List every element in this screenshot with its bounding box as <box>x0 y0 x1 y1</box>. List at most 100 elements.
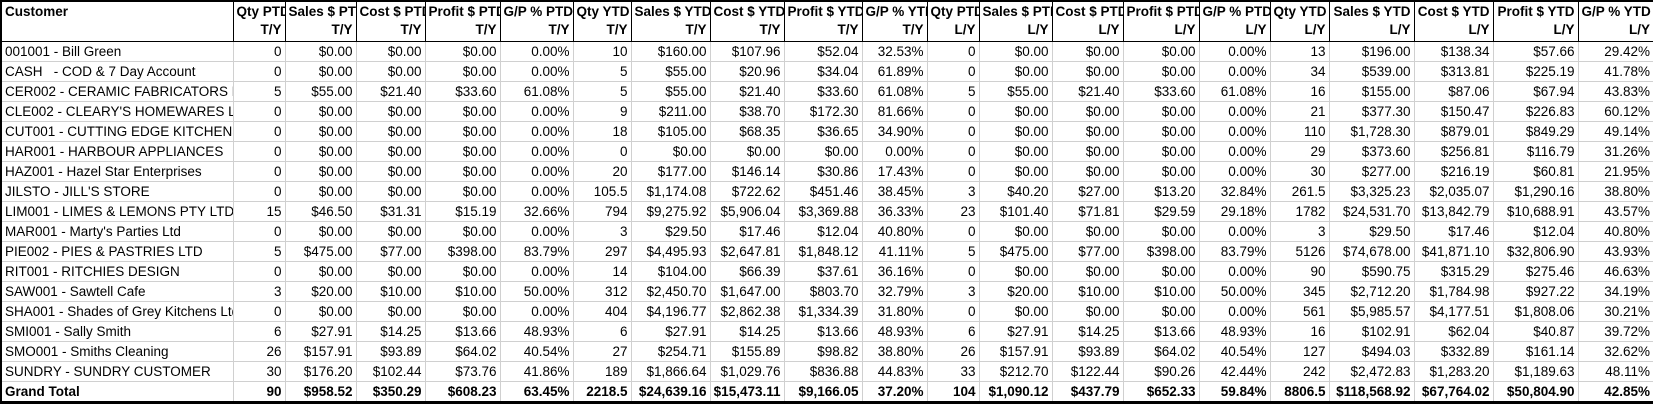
value-cell[interactable]: $33.60 <box>784 81 863 102</box>
value-cell[interactable]: $13,842.79 <box>1414 201 1494 222</box>
value-cell[interactable]: 0.00% <box>500 141 574 162</box>
value-cell[interactable]: 0 <box>927 261 980 282</box>
value-cell[interactable]: $172.30 <box>784 101 863 122</box>
value-cell[interactable]: $0.00 <box>1123 41 1200 62</box>
value-cell[interactable]: 38.80% <box>1578 181 1653 202</box>
value-cell[interactable]: 32.66% <box>500 201 574 222</box>
value-cell[interactable]: $13.66 <box>425 321 501 342</box>
value-cell[interactable]: $216.19 <box>1414 161 1494 182</box>
value-cell[interactable]: $71.81 <box>1052 201 1124 222</box>
value-cell[interactable]: 40.80% <box>1578 221 1653 242</box>
customer-cell[interactable]: RIT001 - RITCHIES DESIGN <box>1 261 234 282</box>
value-cell[interactable]: 0.00% <box>1199 121 1271 142</box>
column-header[interactable]: Sales $ YTD L/Y <box>1329 1 1415 42</box>
value-cell[interactable]: 29.18% <box>1199 201 1271 222</box>
value-cell[interactable]: $0.00 <box>1123 161 1200 182</box>
value-cell[interactable]: $0.00 <box>425 41 501 62</box>
value-cell[interactable]: 0.00% <box>1199 301 1271 322</box>
value-cell[interactable]: 61.08% <box>1199 81 1271 102</box>
value-cell[interactable]: $2,035.07 <box>1414 181 1494 202</box>
value-cell[interactable]: 0.00% <box>862 141 928 162</box>
value-cell[interactable]: $74,678.00 <box>1329 241 1415 262</box>
value-cell[interactable]: 16 <box>1270 81 1330 102</box>
value-cell[interactable]: $0.00 <box>979 121 1053 142</box>
value-cell[interactable]: 38.80% <box>862 341 928 362</box>
value-cell[interactable]: $256.81 <box>1414 141 1494 162</box>
customer-cell[interactable]: SHA001 - Shades of Grey Kitchens Ltd <box>1 301 234 322</box>
value-cell[interactable]: $722.62 <box>710 181 785 202</box>
value-cell[interactable]: $13.20 <box>1123 181 1200 202</box>
value-cell[interactable]: 63.45% <box>500 381 574 403</box>
column-header[interactable]: Profit $ YTD T/Y <box>784 1 863 42</box>
value-cell[interactable]: $87.06 <box>1414 81 1494 102</box>
value-cell[interactable]: $475.00 <box>285 241 357 262</box>
value-cell[interactable]: 0 <box>233 301 286 322</box>
value-cell[interactable]: $0.00 <box>356 181 426 202</box>
value-cell[interactable]: 0 <box>233 261 286 282</box>
value-cell[interactable]: $879.01 <box>1414 121 1494 142</box>
value-cell[interactable]: 6 <box>927 321 980 342</box>
value-cell[interactable]: $2,862.38 <box>710 301 785 322</box>
value-cell[interactable]: $30.86 <box>784 161 863 182</box>
value-cell[interactable]: 0.00% <box>500 181 574 202</box>
column-header[interactable]: Cost $ YTD L/Y <box>1414 1 1494 42</box>
value-cell[interactable]: 32.79% <box>862 281 928 302</box>
value-cell[interactable]: $652.33 <box>1123 381 1200 403</box>
value-cell[interactable]: $0.00 <box>425 101 501 122</box>
value-cell[interactable]: 0 <box>573 141 632 162</box>
value-cell[interactable]: $2,647.81 <box>710 241 785 262</box>
value-cell[interactable]: $176.20 <box>285 361 357 382</box>
value-cell[interactable]: $590.75 <box>1329 261 1415 282</box>
value-cell[interactable]: 0 <box>927 61 980 82</box>
customer-cell[interactable]: SAW001 - Sawtell Cafe <box>1 281 234 302</box>
value-cell[interactable]: $32,806.90 <box>1493 241 1579 262</box>
value-cell[interactable]: 90 <box>233 381 286 403</box>
value-cell[interactable]: $0.00 <box>356 261 426 282</box>
value-cell[interactable]: $0.00 <box>1123 221 1200 242</box>
value-cell[interactable]: $0.00 <box>1052 101 1124 122</box>
value-cell[interactable]: 5126 <box>1270 241 1330 262</box>
value-cell[interactable]: $40.87 <box>1493 321 1579 342</box>
value-cell[interactable]: $14.25 <box>1052 321 1124 342</box>
value-cell[interactable]: $150.47 <box>1414 101 1494 122</box>
column-header[interactable]: G/P % PTD L/Y <box>1199 1 1271 42</box>
value-cell[interactable]: $332.89 <box>1414 341 1494 362</box>
column-header[interactable]: Qty YTD L/Y <box>1270 1 1330 42</box>
customer-cell[interactable]: CLE002 - CLEARY'S HOMEWARES LTD <box>1 101 234 122</box>
value-cell[interactable]: 48.93% <box>500 321 574 342</box>
value-cell[interactable]: $77.00 <box>356 241 426 262</box>
value-cell[interactable]: 40.80% <box>862 221 928 242</box>
value-cell[interactable]: $3,369.88 <box>784 201 863 222</box>
value-cell[interactable]: 561 <box>1270 301 1330 322</box>
value-cell[interactable]: $13.66 <box>1123 321 1200 342</box>
value-cell[interactable]: 43.83% <box>1578 81 1653 102</box>
value-cell[interactable]: $1,866.64 <box>631 361 711 382</box>
value-cell[interactable]: $0.00 <box>285 61 357 82</box>
value-cell[interactable]: $475.00 <box>979 241 1053 262</box>
customer-cell[interactable]: 001001 - Bill Green <box>1 41 234 62</box>
value-cell[interactable]: $0.00 <box>979 301 1053 322</box>
value-cell[interactable]: 42.85% <box>1578 381 1653 403</box>
value-cell[interactable]: $60.81 <box>1493 161 1579 182</box>
value-cell[interactable]: $0.00 <box>356 101 426 122</box>
value-cell[interactable]: $0.00 <box>425 61 501 82</box>
value-cell[interactable]: $0.00 <box>1052 261 1124 282</box>
column-header[interactable]: Profit $ PTD T/Y <box>425 1 501 42</box>
value-cell[interactable]: 189 <box>573 361 632 382</box>
value-cell[interactable]: $0.00 <box>1052 41 1124 62</box>
value-cell[interactable]: 9 <box>573 101 632 122</box>
value-cell[interactable]: $33.60 <box>1123 81 1200 102</box>
value-cell[interactable]: $155.89 <box>710 341 785 362</box>
value-cell[interactable]: 0 <box>927 221 980 242</box>
value-cell[interactable]: $0.00 <box>285 41 357 62</box>
value-cell[interactable]: $55.00 <box>285 81 357 102</box>
value-cell[interactable]: 0.00% <box>500 221 574 242</box>
value-cell[interactable]: $315.29 <box>1414 261 1494 282</box>
value-cell[interactable]: 34.90% <box>862 121 928 142</box>
value-cell[interactable]: 3 <box>233 281 286 302</box>
value-cell[interactable]: 21.95% <box>1578 161 1653 182</box>
value-cell[interactable]: $608.23 <box>425 381 501 403</box>
value-cell[interactable]: 0 <box>927 121 980 142</box>
value-cell[interactable]: 43.93% <box>1578 241 1653 262</box>
value-cell[interactable]: $21.40 <box>1052 81 1124 102</box>
